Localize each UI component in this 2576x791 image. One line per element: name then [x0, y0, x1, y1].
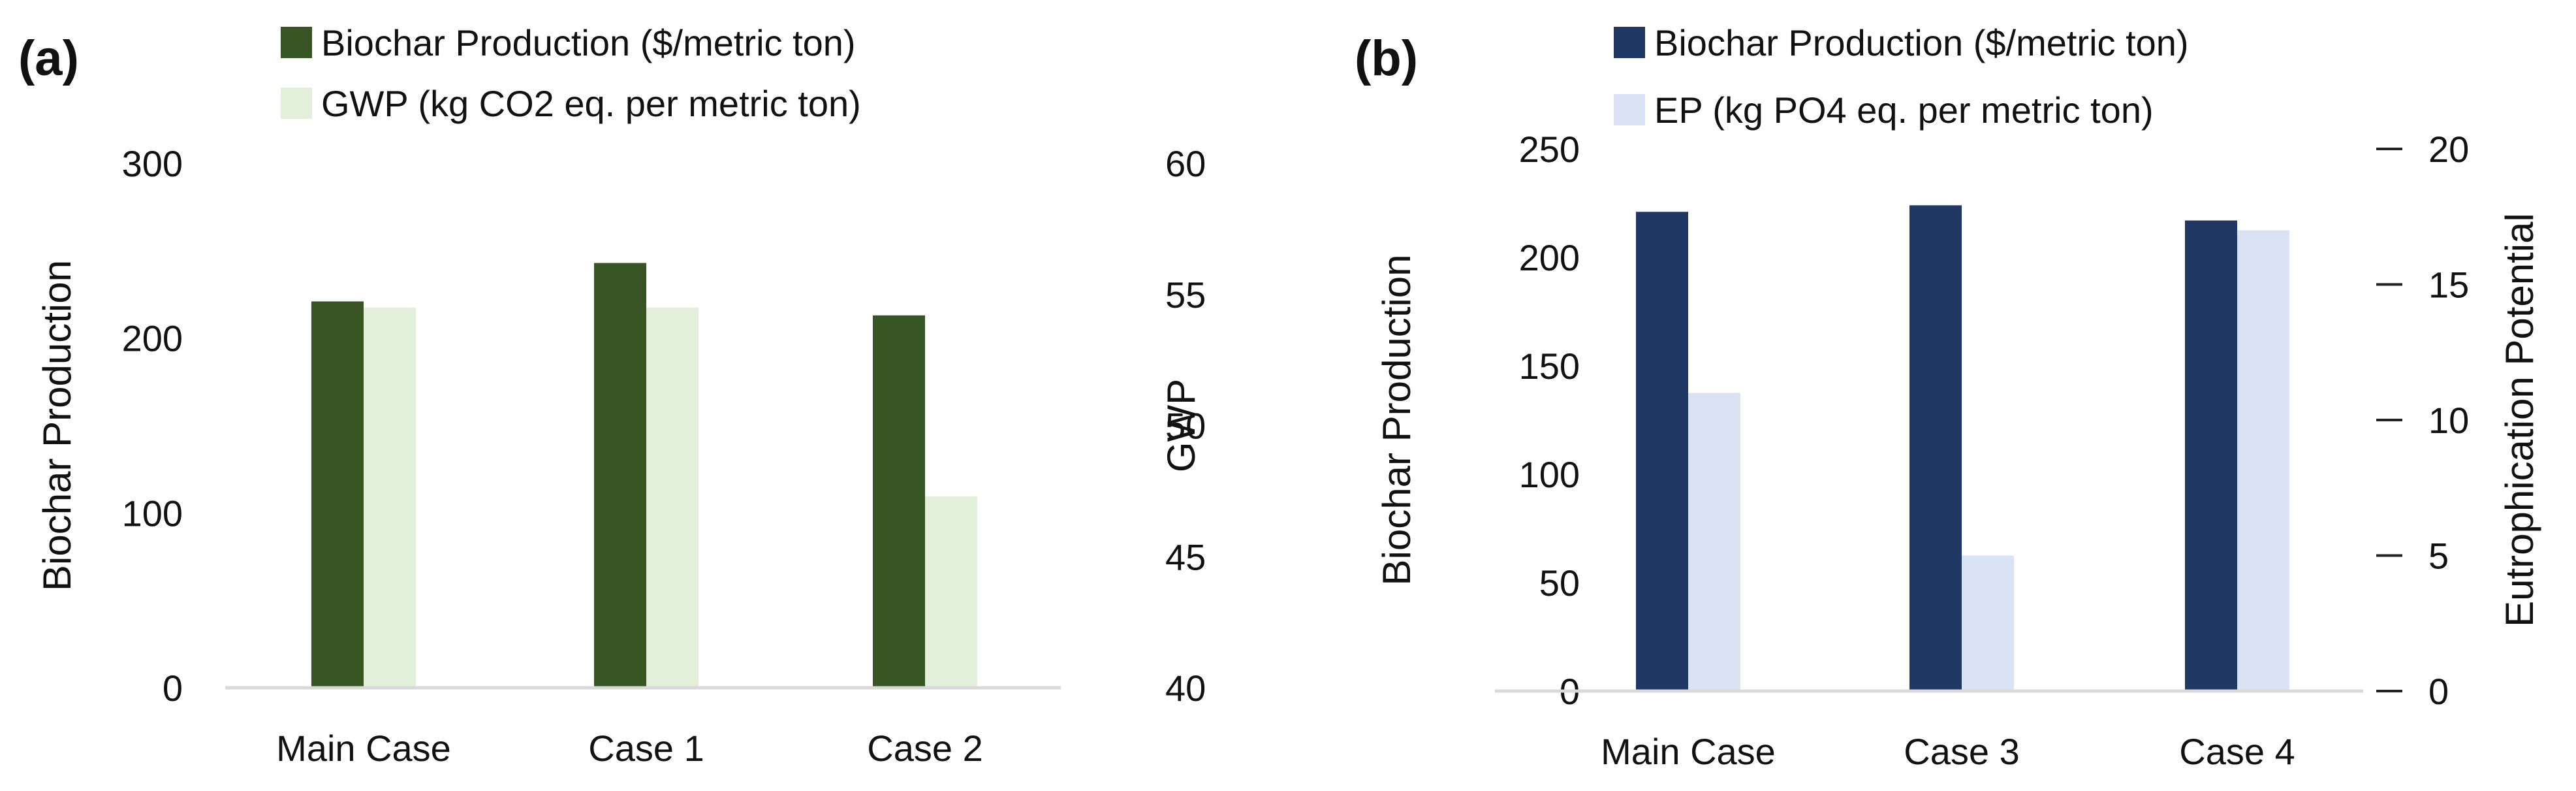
legend-swatch [281, 27, 312, 58]
y-tick-label: 50 [1539, 562, 1580, 604]
x-tick-label: Case 2 [867, 728, 982, 769]
legend-label: EP (kg PO4 eq. per metric ton) [1654, 89, 2154, 131]
panel-a: (a) Biochar Production ($/metric ton) GWP … [18, 22, 1206, 769]
bar [594, 263, 646, 688]
legend-label: Biochar Production ($/metric ton) [1654, 22, 2189, 63]
x-tick-label: Case 4 [2179, 731, 2295, 772]
bar [2185, 220, 2237, 691]
panel-b: (b) Biochar Production ($/metric ton) EP (… [1355, 22, 2541, 772]
x-tick-label: Main Case [1601, 731, 1776, 772]
y-right-tick-label: 5 [2428, 536, 2449, 577]
bar [1909, 205, 1962, 691]
y-tick-label: 200 [1519, 237, 1580, 278]
bar [925, 496, 977, 688]
y-tick-label: 250 [1519, 129, 1580, 170]
y-right-tick-label: 50 [1165, 406, 1206, 447]
bar [1636, 212, 1688, 691]
bar [1688, 393, 1740, 691]
y-right-tick-label: 0 [2428, 671, 2449, 712]
bar [873, 315, 925, 688]
legend-swatch [281, 88, 312, 119]
y-tick-label: 100 [122, 492, 183, 534]
bar [2237, 230, 2289, 691]
y-right-tick-label: 10 [2428, 400, 2469, 441]
y-tick-label: 100 [1519, 454, 1580, 495]
panel-label: (a) [18, 31, 79, 86]
bar [646, 307, 699, 688]
bar [364, 307, 416, 688]
y-right-tick-label: 55 [1165, 274, 1206, 315]
legend-label: GWP (kg CO2 eq. per metric ton) [321, 83, 861, 124]
x-tick-label: Case 1 [588, 728, 704, 769]
y-right-tick-label: 45 [1165, 536, 1206, 577]
y-right-axis-title: Eutrophication Potential [2498, 213, 2541, 627]
y-tick-label: 300 [122, 143, 183, 184]
y-right-tick-label: 20 [2428, 129, 2469, 170]
y-right-tick-label: 15 [2428, 265, 2469, 306]
legend-swatch [1614, 94, 1645, 125]
y-axis-title: Biochar Production [35, 260, 79, 591]
y-right-tick-label: 60 [1165, 143, 1206, 184]
x-tick-label: Main Case [276, 728, 451, 769]
x-tick-label: Case 3 [1904, 731, 2019, 772]
legend-label: Biochar Production ($/metric ton) [321, 22, 856, 63]
y-axis-title: Biochar Production [1375, 255, 1419, 586]
bar [1962, 555, 2014, 691]
legend-swatch [1614, 27, 1645, 58]
y-right-axis-title: GWP [1159, 379, 1203, 472]
y-tick-label: 200 [122, 318, 183, 359]
y-right-tick-label: 40 [1165, 668, 1206, 709]
panel-label: (b) [1355, 31, 1418, 86]
y-tick-label: 0 [163, 668, 183, 709]
bar [311, 301, 364, 688]
y-tick-label: 150 [1519, 346, 1580, 387]
